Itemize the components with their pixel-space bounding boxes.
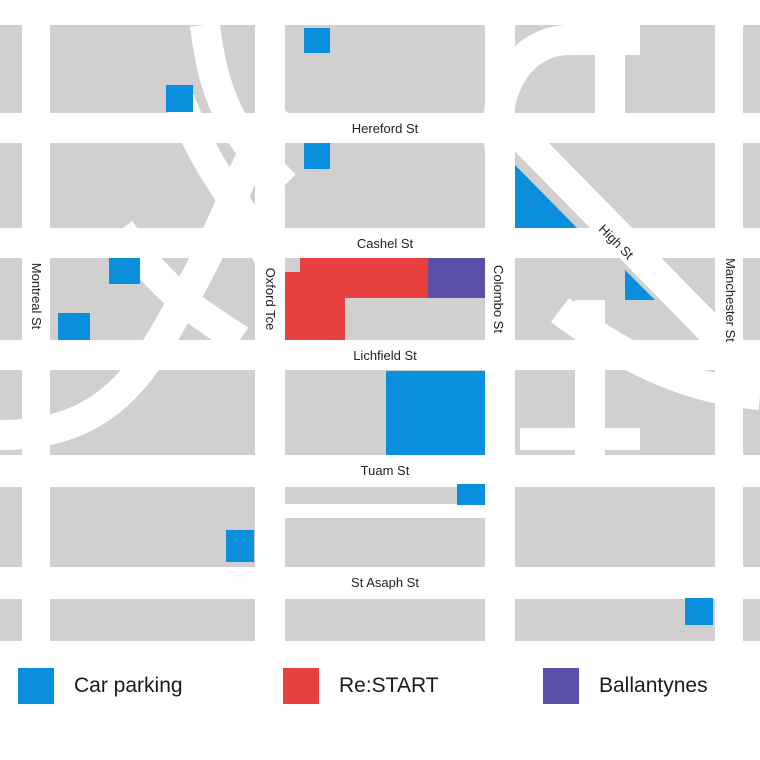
oxford-tce-label: Oxford Tce [263, 268, 278, 331]
car-park [386, 371, 485, 455]
car-park [304, 28, 330, 53]
legend-item-restart: Re:START [283, 668, 439, 704]
st-asaph-st-label: St Asaph St [351, 575, 419, 590]
manchester-st-label: Manchester St [723, 258, 738, 342]
lichfield-st-label: Lichfield St [353, 348, 417, 363]
car-park [625, 270, 655, 300]
restart-area [285, 258, 428, 340]
car-park [515, 165, 577, 228]
car-parking-swatch [18, 668, 54, 704]
legend-label-ballantynes: Ballantynes [599, 674, 708, 697]
tuam-st-label: Tuam St [361, 463, 410, 478]
street-map: Hereford St Cashel St Lichfield St Tuam … [0, 23, 760, 650]
legend-label-restart: Re:START [339, 674, 439, 697]
montreal-st-label: Montreal St [29, 263, 44, 330]
legend-item-car-parking: Car parking [18, 668, 183, 704]
car-park [685, 598, 713, 625]
colombo-st-label: Colombo St [491, 265, 506, 333]
ballantynes-swatch [543, 668, 579, 704]
car-park [58, 313, 90, 340]
restart-swatch [283, 668, 319, 704]
map-legend: Car parking Re:START Ballantynes [0, 650, 760, 760]
legend-item-ballantynes: Ballantynes [543, 668, 708, 704]
car-park [109, 258, 140, 284]
cashel-st-label: Cashel St [357, 236, 414, 251]
curved-roads [0, 23, 760, 450]
car-park [166, 85, 193, 112]
car-park [226, 530, 254, 562]
car-parking-areas [58, 28, 713, 625]
car-park [457, 484, 485, 505]
legend-label-car-parking: Car parking [74, 674, 183, 697]
ballantynes-area [428, 258, 485, 298]
hereford-st-label: Hereford St [352, 121, 419, 136]
car-park [304, 143, 330, 169]
